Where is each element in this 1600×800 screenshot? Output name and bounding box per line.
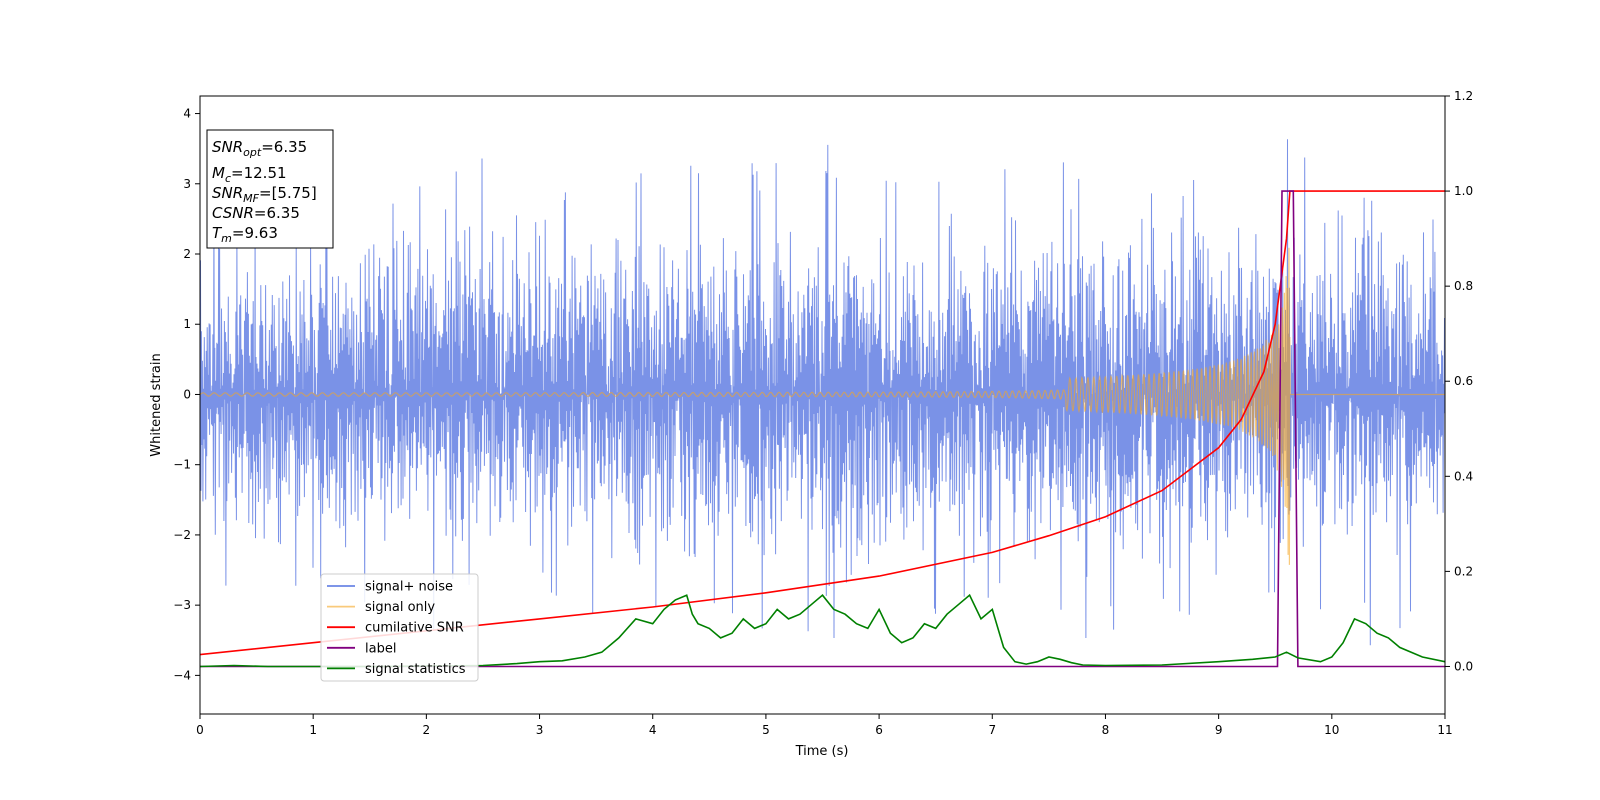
- snr-opt-symbol: SNR: [212, 138, 243, 156]
- snr-mf-symbol: SNR: [212, 184, 243, 202]
- x-tick-label: 2: [423, 723, 431, 737]
- legend-label: signal statistics: [365, 662, 466, 677]
- legend-label: cumilative SNR: [365, 621, 464, 636]
- cumulative-snr-series: [200, 190, 1445, 656]
- y2-tick-label: 0.8: [1454, 279, 1473, 293]
- y-tick-label: −4: [173, 668, 191, 682]
- x-tick-label: 8: [1102, 723, 1110, 737]
- y-tick-label: −2: [173, 528, 191, 542]
- snr-mf-value: =[5.75]: [259, 184, 317, 202]
- y-tick-label: −1: [173, 458, 191, 472]
- tm-subscript: m: [221, 232, 232, 245]
- y2-tick-label: 1.2: [1454, 89, 1473, 103]
- mc-symbol: M: [212, 164, 225, 182]
- signal-statistics-line: [200, 593, 1445, 668]
- cumulative-snr-line: [200, 190, 1445, 656]
- x-tick-label: 11: [1437, 723, 1452, 737]
- snr-opt-subscript: opt: [243, 146, 262, 159]
- signal-noise-series: [200, 139, 1445, 646]
- x-axis-label: Time (s): [795, 744, 849, 759]
- y-axis-left: 4 3 2 1 0 −1 −2 −3 −4: [173, 107, 200, 682]
- y2-tick-label: 0.2: [1454, 564, 1473, 578]
- y-tick-label: 1: [183, 317, 191, 331]
- x-tick-label: 3: [536, 723, 544, 737]
- x-axis: 0 1 2 3 4 5 6 7 8 9 10 11: [196, 714, 1453, 737]
- y-tick-label: −3: [173, 598, 191, 612]
- signal-noise-line: [200, 139, 1445, 646]
- axes-frame: [199, 95, 1446, 715]
- y-tick-label: 3: [183, 177, 191, 191]
- y-tick-label: 0: [183, 387, 191, 401]
- snr-mf-subscript: MF: [243, 192, 259, 205]
- annotation-mc: Mc=12.51: [212, 164, 287, 185]
- annotation-snr-mf: SNRMF=[5.75]: [212, 184, 317, 205]
- x-tick-label: 9: [1215, 723, 1223, 737]
- y-axis-label: Whitened strain: [149, 353, 164, 456]
- y2-tick-label: 1.0: [1454, 184, 1473, 198]
- snr-opt-value: =6.35: [261, 138, 307, 156]
- x-tick-label: 5: [762, 723, 770, 737]
- y2-tick-label: 0.4: [1454, 469, 1473, 483]
- annotation-box: SNRopt=6.35 Mc=12.51 SNRMF=[5.75] CSNR=6…: [206, 129, 334, 249]
- legend-label: signal+ noise: [365, 580, 453, 595]
- y2-tick-label: 0.0: [1454, 659, 1473, 673]
- legend-frame: [320, 573, 479, 682]
- annotation-frame: [206, 129, 334, 249]
- annotation-csnr: CSNR=6.35: [212, 204, 300, 222]
- csnr-symbol: CSNR: [212, 204, 254, 222]
- signal-only-line: [200, 247, 1445, 565]
- y-axis-right: 1.2 1.0 0.8 0.6 0.4 0.2 0.0: [1445, 89, 1473, 673]
- x-tick-label: 1: [309, 723, 317, 737]
- mc-value: =12.51: [231, 164, 287, 182]
- annotation-snr-opt: SNRopt=6.35: [212, 138, 307, 159]
- tm-symbol: T: [212, 224, 223, 242]
- x-tick-label: 7: [988, 723, 996, 737]
- mc-subscript: c: [225, 172, 231, 185]
- legend-label: label: [365, 641, 396, 656]
- tm-value: =9.63: [232, 224, 278, 242]
- x-tick-label: 6: [875, 723, 883, 737]
- legend: signal+ noise signal only cumilative SNR la…: [320, 573, 479, 682]
- y2-tick-label: 0.6: [1454, 374, 1473, 388]
- x-tick-label: 4: [649, 723, 657, 737]
- signal-only-series: [200, 247, 1445, 565]
- x-tick-label: 10: [1324, 723, 1339, 737]
- y-tick-label: 2: [183, 247, 191, 261]
- legend-label: signal only: [365, 600, 435, 615]
- label-line: [200, 190, 1445, 668]
- y-tick-label: 4: [183, 107, 191, 121]
- plot-area: [200, 139, 1445, 668]
- signal-statistics-series: [200, 593, 1445, 668]
- csnr-value: =6.35: [254, 204, 300, 222]
- x-tick-label: 0: [196, 723, 204, 737]
- label-series: [200, 190, 1445, 668]
- annotation-tm: Tm=9.63: [212, 224, 278, 245]
